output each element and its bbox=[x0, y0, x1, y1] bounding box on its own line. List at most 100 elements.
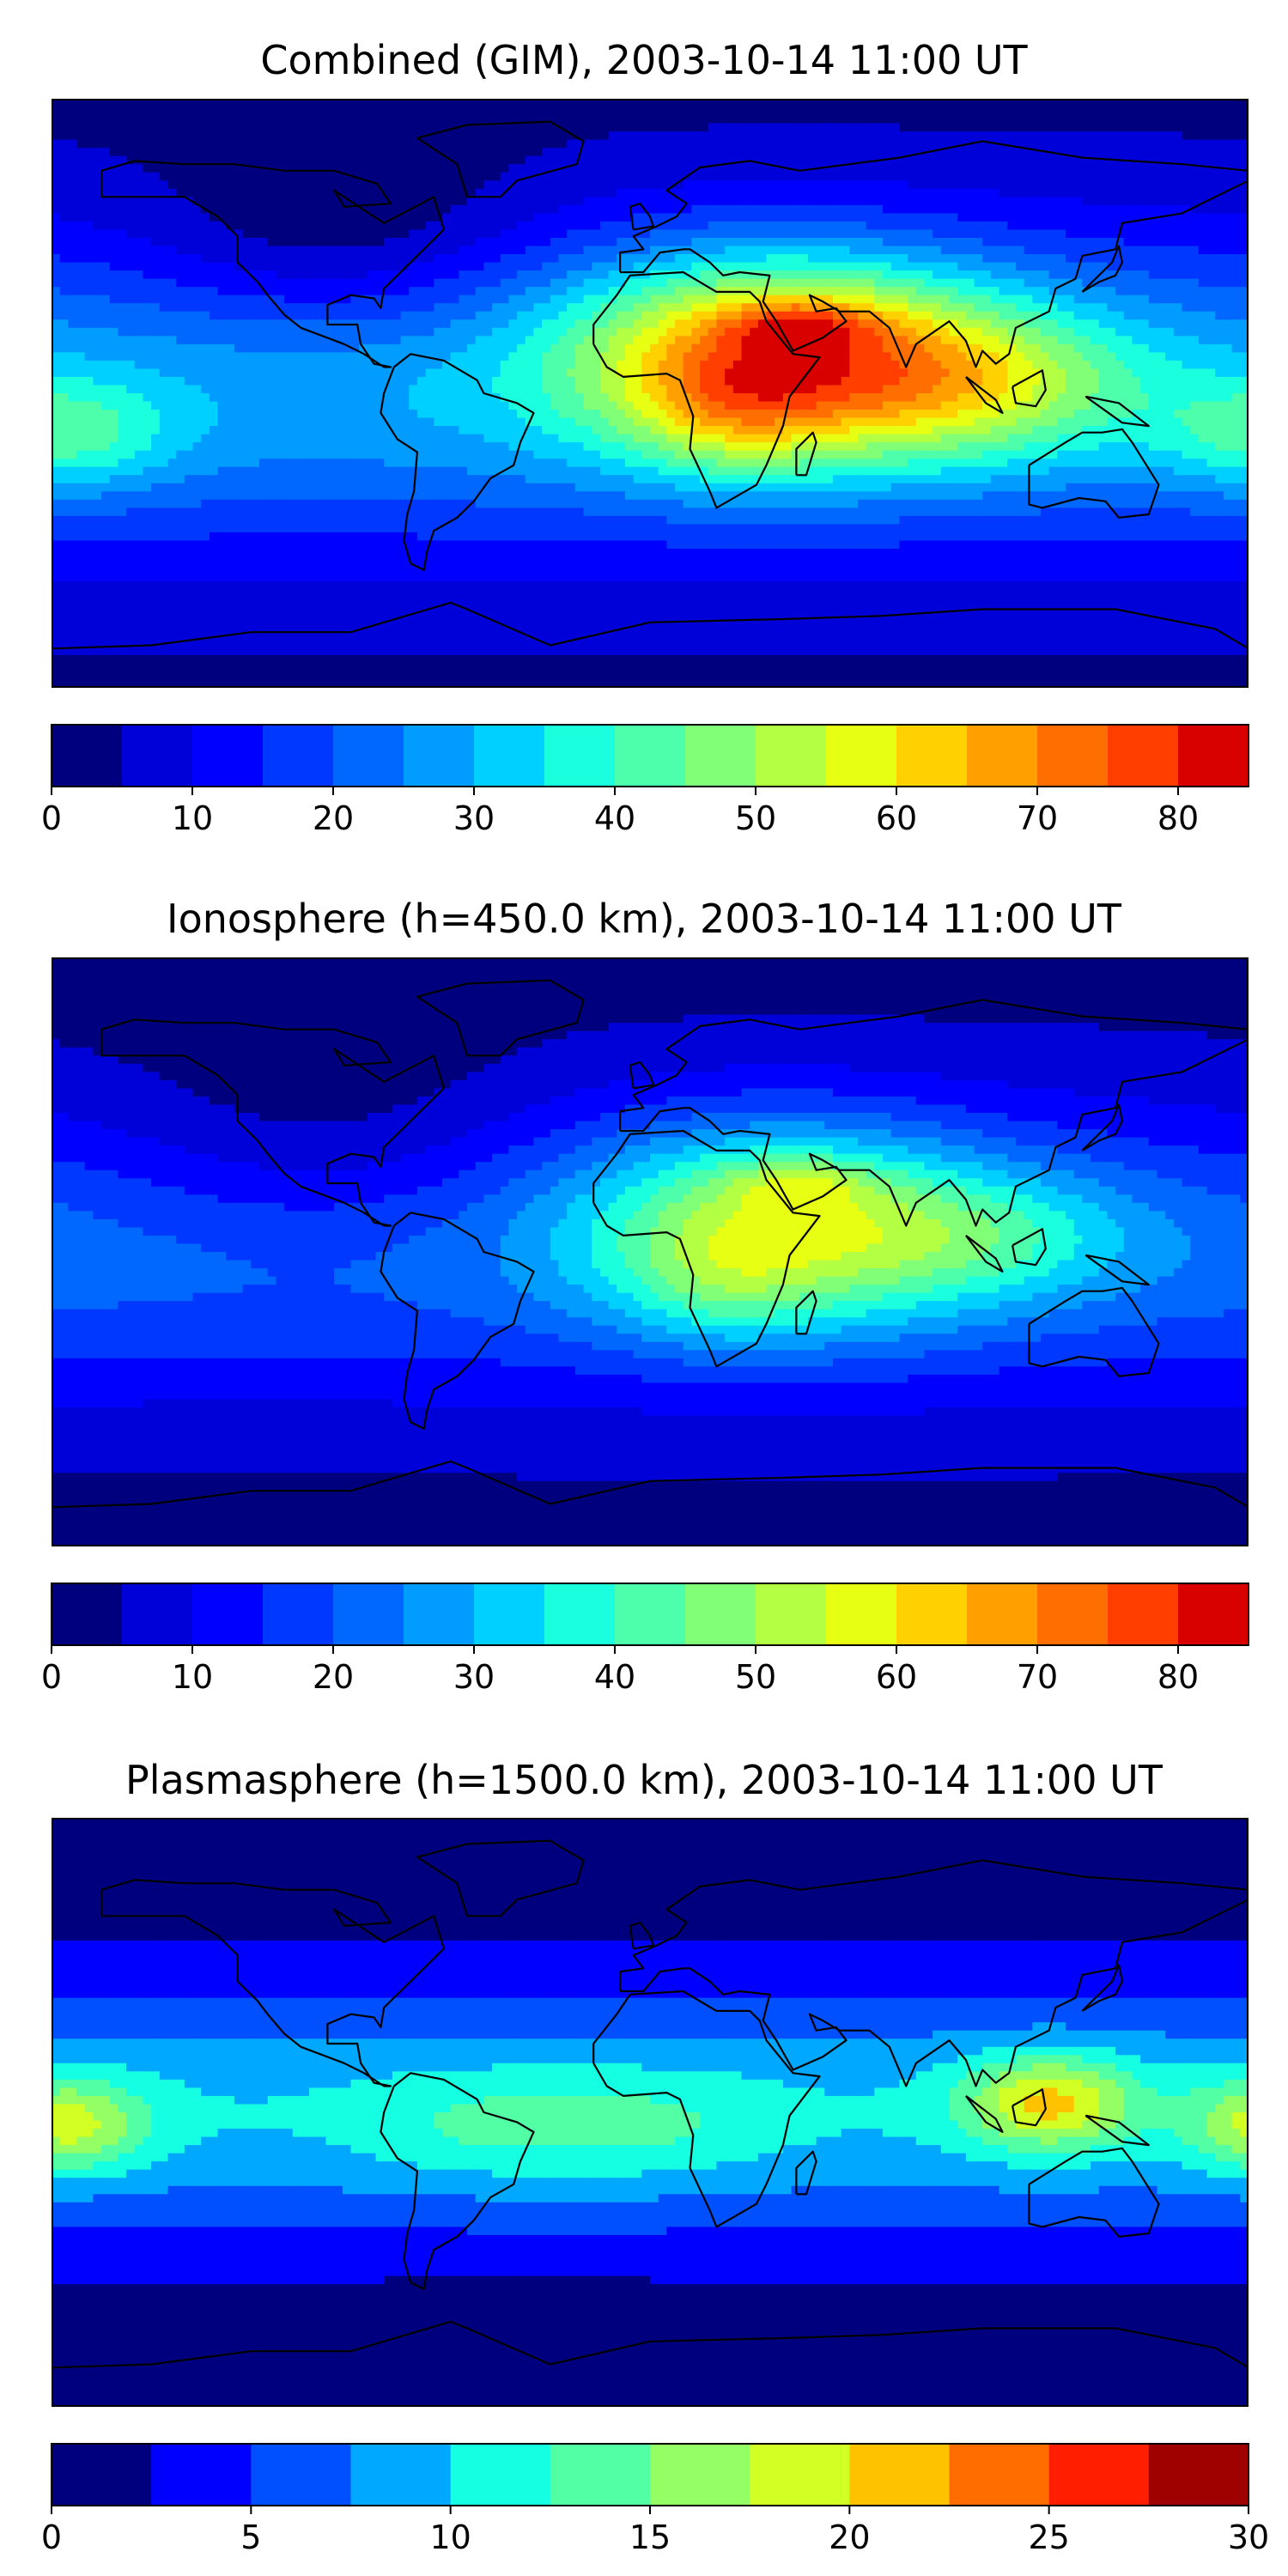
heatmap-cell bbox=[101, 295, 111, 304]
heatmap-cell bbox=[317, 180, 327, 190]
heatmap-cell bbox=[226, 311, 235, 320]
heatmap-cell bbox=[492, 352, 501, 361]
heatmap-cell bbox=[599, 327, 610, 337]
heatmap-cell bbox=[700, 278, 709, 288]
heatmap-cell bbox=[1206, 368, 1216, 378]
heatmap-cell bbox=[500, 123, 510, 132]
heatmap-cell bbox=[1040, 172, 1050, 181]
heatmap-cell bbox=[76, 204, 86, 214]
heatmap-cell bbox=[292, 197, 302, 206]
heatmap-cell bbox=[650, 106, 659, 116]
heatmap-cell bbox=[799, 360, 809, 370]
heatmap-cell bbox=[441, 172, 452, 181]
heatmap-cell bbox=[691, 254, 701, 264]
heatmap-cell bbox=[924, 237, 933, 247]
heatmap-cell bbox=[367, 155, 377, 165]
heatmap-cell bbox=[251, 287, 260, 296]
heatmap-cell bbox=[375, 106, 385, 116]
heatmap-cell bbox=[1091, 115, 1100, 125]
heatmap-cell bbox=[782, 229, 793, 239]
heatmap-cell bbox=[1148, 336, 1158, 345]
heatmap-cell bbox=[1240, 188, 1249, 197]
heatmap-cell bbox=[691, 270, 701, 280]
heatmap-cell bbox=[126, 172, 136, 181]
heatmap-cell bbox=[1024, 319, 1033, 329]
heatmap-cell bbox=[143, 155, 152, 165]
heatmap-cell bbox=[251, 106, 260, 116]
heatmap-cell bbox=[716, 262, 726, 271]
heatmap-cell bbox=[1123, 123, 1133, 132]
heatmap-cell bbox=[1048, 336, 1058, 345]
heatmap-cell bbox=[126, 180, 136, 190]
heatmap-cell bbox=[583, 262, 592, 271]
heatmap-cell bbox=[52, 123, 61, 132]
heatmap-cell bbox=[574, 352, 585, 361]
heatmap-cell bbox=[84, 295, 94, 304]
heatmap-cell bbox=[583, 254, 592, 264]
heatmap-cell bbox=[599, 213, 610, 222]
heatmap-cell bbox=[940, 221, 951, 231]
heatmap-cell bbox=[1057, 180, 1066, 190]
heatmap-cell bbox=[592, 368, 601, 378]
heatmap-cell bbox=[550, 352, 560, 361]
heatmap-cell bbox=[517, 229, 526, 239]
heatmap-cell bbox=[1115, 368, 1125, 378]
heatmap-cell bbox=[766, 123, 775, 132]
heatmap-cell bbox=[1206, 352, 1216, 361]
heatmap-cell bbox=[76, 262, 86, 271]
heatmap-cell bbox=[700, 221, 709, 231]
heatmap-cell bbox=[700, 139, 709, 149]
heatmap-cell bbox=[384, 99, 393, 108]
heatmap-cell bbox=[1165, 368, 1175, 378]
heatmap-cell bbox=[1223, 131, 1233, 141]
heatmap-cell bbox=[209, 360, 219, 370]
heatmap-cell bbox=[1073, 188, 1083, 197]
heatmap-cell bbox=[517, 197, 526, 206]
heatmap-cell bbox=[1073, 139, 1083, 149]
heatmap-cell bbox=[317, 352, 327, 361]
heatmap-cell bbox=[841, 295, 850, 304]
heatmap-cell bbox=[558, 336, 568, 345]
heatmap-cell bbox=[890, 155, 901, 165]
heatmap-cell bbox=[76, 106, 86, 116]
heatmap-cell bbox=[1024, 278, 1033, 288]
heatmap-cell bbox=[309, 204, 319, 214]
heatmap-cell bbox=[691, 148, 701, 157]
heatmap-cell bbox=[1215, 188, 1224, 197]
heatmap-cell bbox=[276, 115, 285, 125]
heatmap-cell bbox=[267, 204, 276, 214]
heatmap-cell bbox=[425, 172, 434, 181]
heatmap-cell bbox=[1157, 295, 1166, 304]
heatmap-cell bbox=[624, 343, 635, 353]
heatmap-cell bbox=[93, 115, 102, 125]
heatmap-cell bbox=[940, 229, 951, 239]
heatmap-cell bbox=[1132, 180, 1141, 190]
heatmap-cell bbox=[666, 287, 676, 296]
heatmap-cell bbox=[101, 155, 111, 165]
heatmap-cell bbox=[334, 221, 343, 231]
heatmap-cell bbox=[276, 204, 285, 214]
heatmap-cell bbox=[134, 278, 144, 288]
heatmap-cell bbox=[392, 148, 402, 157]
heatmap-cell bbox=[533, 237, 543, 247]
heatmap-cell bbox=[974, 295, 983, 304]
heatmap-cell bbox=[890, 368, 901, 378]
heatmap-cell bbox=[234, 295, 244, 304]
heatmap-cell bbox=[750, 295, 759, 304]
heatmap-cell bbox=[1007, 221, 1017, 231]
heatmap-cell bbox=[999, 295, 1008, 304]
heatmap-cell bbox=[375, 352, 385, 361]
heatmap-cell bbox=[1173, 352, 1183, 361]
heatmap-cell bbox=[608, 278, 617, 288]
heatmap-cell bbox=[267, 327, 276, 337]
heatmap-cell bbox=[459, 139, 468, 149]
heatmap-cell bbox=[1231, 172, 1241, 181]
heatmap-cell bbox=[151, 155, 161, 165]
heatmap-cell bbox=[1107, 327, 1116, 337]
heatmap-cell bbox=[209, 303, 219, 313]
heatmap-cell bbox=[599, 155, 610, 165]
heatmap-cell bbox=[483, 352, 493, 361]
heatmap-cell bbox=[475, 106, 484, 116]
heatmap-cell bbox=[508, 336, 518, 345]
heatmap-cell bbox=[1073, 237, 1083, 247]
